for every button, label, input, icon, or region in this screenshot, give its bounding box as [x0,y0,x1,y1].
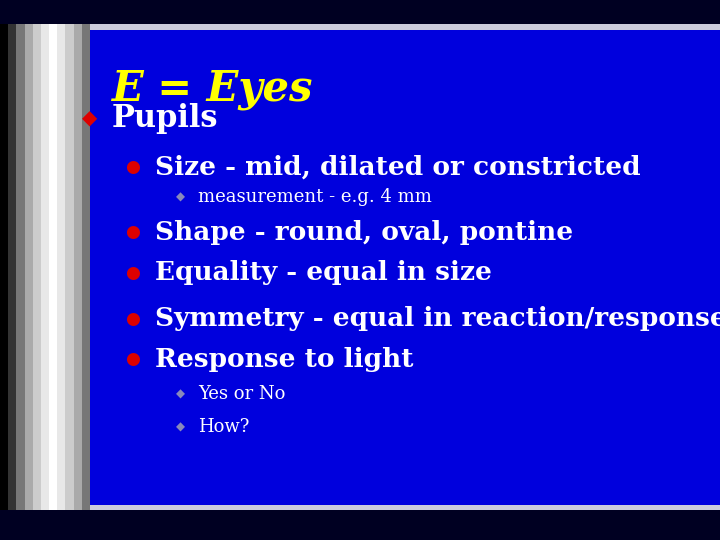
Text: Yes or No: Yes or No [198,385,285,403]
Text: Shape - round, oval, pontine: Shape - round, oval, pontine [155,220,573,245]
Bar [66,0,73,540]
Text: ◆: ◆ [176,420,185,433]
Bar [0,510,720,540]
Text: ●: ● [125,223,140,241]
Text: Response to light: Response to light [155,347,413,372]
Text: ●: ● [125,158,140,177]
Text: How?: How? [198,417,249,436]
Bar [73,0,82,540]
Text: ●: ● [125,309,140,328]
Bar [82,0,90,540]
Bar [41,0,49,540]
Text: Symmetry - equal in reaction/response: Symmetry - equal in reaction/response [155,306,720,331]
Bar [90,24,720,30]
Text: ◆: ◆ [176,388,185,401]
Bar [58,0,66,540]
Text: measurement - e.g. 4 mm: measurement - e.g. 4 mm [198,188,432,206]
Bar [8,0,17,540]
Bar [49,0,58,540]
Bar [32,0,41,540]
Bar [0,0,8,540]
Bar [0,0,720,24]
Text: Size - mid, dilated or constricted: Size - mid, dilated or constricted [155,155,640,180]
Text: ◆: ◆ [176,191,185,204]
Text: ◆: ◆ [82,109,97,129]
Bar [90,505,720,510]
Text: Pupils: Pupils [112,103,218,134]
Bar [17,0,24,540]
Bar [24,0,32,540]
Text: E = Eyes: E = Eyes [112,68,313,110]
Text: ●: ● [125,350,140,368]
Text: ●: ● [125,264,140,282]
Text: Equality - equal in size: Equality - equal in size [155,260,492,285]
